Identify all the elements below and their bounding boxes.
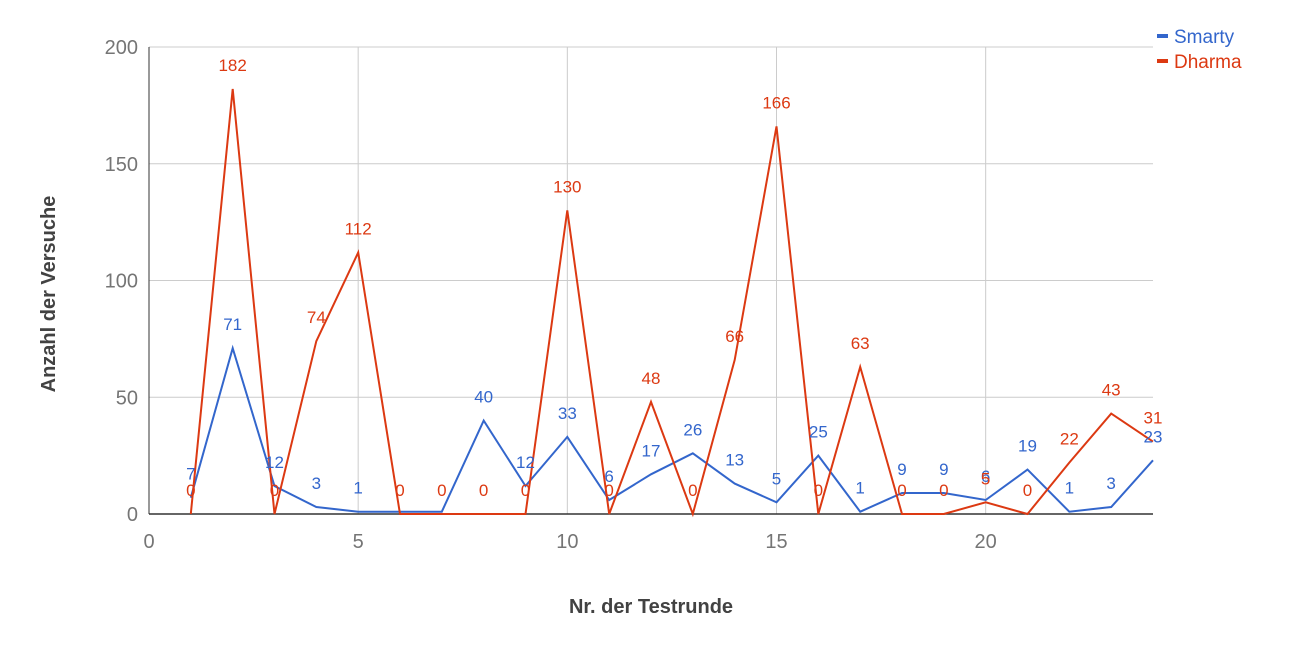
- data-label-dharma: 0: [897, 481, 906, 500]
- series-lines: [189, 88, 1154, 518]
- data-label-dharma: 22: [1060, 430, 1079, 449]
- data-label-dharma: 0: [270, 481, 279, 500]
- legend: Smarty Dharma: [1157, 27, 1242, 73]
- y-tick-label: 150: [105, 154, 138, 176]
- data-label-dharma: 0: [186, 481, 195, 500]
- grid: [149, 46, 1153, 514]
- data-label-dharma: 0: [604, 481, 613, 500]
- data-label-dharma: 0: [479, 481, 488, 500]
- series-line-smarty: [189, 344, 1154, 513]
- legend-swatch-smarty: [1157, 34, 1168, 38]
- y-tick-label: 0: [127, 504, 138, 526]
- axes: [148, 47, 1153, 515]
- data-label-dharma: 0: [521, 481, 530, 500]
- data-label-smarty: 1: [353, 479, 362, 498]
- data-label-dharma: 74: [307, 308, 326, 327]
- data-label-dharma: 130: [553, 177, 581, 196]
- y-tick-label: 200: [105, 37, 138, 59]
- data-label-dharma: 31: [1144, 409, 1163, 428]
- data-label-smarty: 25: [809, 423, 828, 442]
- data-label-smarty: 12: [265, 453, 284, 472]
- data-label-smarty: 13: [725, 451, 744, 470]
- data-label-dharma: 66: [725, 327, 744, 346]
- data-label-dharma: 112: [345, 219, 372, 238]
- data-label-smarty: 6: [981, 467, 990, 486]
- legend-label-smarty: Smarty: [1174, 27, 1235, 48]
- data-label-smarty: 9: [897, 460, 906, 479]
- x-axis-title: Nr. der Testrunde: [569, 596, 733, 618]
- legend-item-smarty: Smarty: [1157, 27, 1235, 48]
- x-tick-label: 5: [353, 531, 364, 553]
- data-label-smarty: 33: [558, 404, 577, 423]
- x-tick-label: 15: [765, 531, 787, 553]
- data-label-smarty: 7: [186, 465, 195, 484]
- legend-item-dharma: Dharma: [1157, 52, 1242, 73]
- data-label-dharma: 5: [981, 469, 990, 488]
- data-label-dharma: 166: [762, 93, 790, 112]
- data-label-dharma: 0: [437, 481, 446, 500]
- x-tick-label: 10: [556, 531, 578, 553]
- data-label-smarty: 1: [1065, 479, 1074, 498]
- y-tick-label: 100: [105, 271, 138, 293]
- x-tick-label: 20: [975, 531, 997, 553]
- data-label-smarty: 9: [939, 460, 948, 479]
- data-label-smarty: 6: [604, 467, 613, 486]
- data-label-dharma: 63: [851, 334, 870, 353]
- data-label-smarty: 3: [1106, 474, 1115, 493]
- data-label-dharma: 0: [395, 481, 404, 500]
- data-label-smarty: 40: [474, 388, 493, 407]
- data-label-smarty: 71: [223, 315, 242, 334]
- data-label-smarty: 19: [1018, 437, 1037, 456]
- data-label-dharma: 0: [939, 481, 948, 500]
- legend-swatch-dharma: [1157, 59, 1168, 63]
- data-label-dharma: 43: [1102, 381, 1121, 400]
- legend-label-dharma: Dharma: [1174, 52, 1242, 73]
- x-tick-label: 0: [143, 531, 154, 553]
- data-label-smarty: 23: [1144, 427, 1163, 446]
- data-label-dharma: 48: [642, 369, 661, 388]
- y-tick-label: 50: [116, 387, 138, 409]
- data-label-smarty: 17: [642, 441, 661, 460]
- data-label-smarty: 3: [312, 474, 321, 493]
- data-label-smarty: 5: [772, 469, 781, 488]
- data-label-dharma: 0: [814, 481, 823, 500]
- data-label-dharma: 182: [218, 56, 246, 75]
- data-label-smarty: 26: [683, 420, 702, 439]
- data-label-smarty: 1: [855, 479, 864, 498]
- y-axis-title: Anzahl der Versuche: [38, 196, 60, 393]
- data-label-smarty: 12: [516, 453, 535, 472]
- data-label-dharma: 0: [688, 481, 697, 500]
- data-label-dharma: 0: [1023, 481, 1032, 500]
- series-line-dharma: [189, 88, 1154, 518]
